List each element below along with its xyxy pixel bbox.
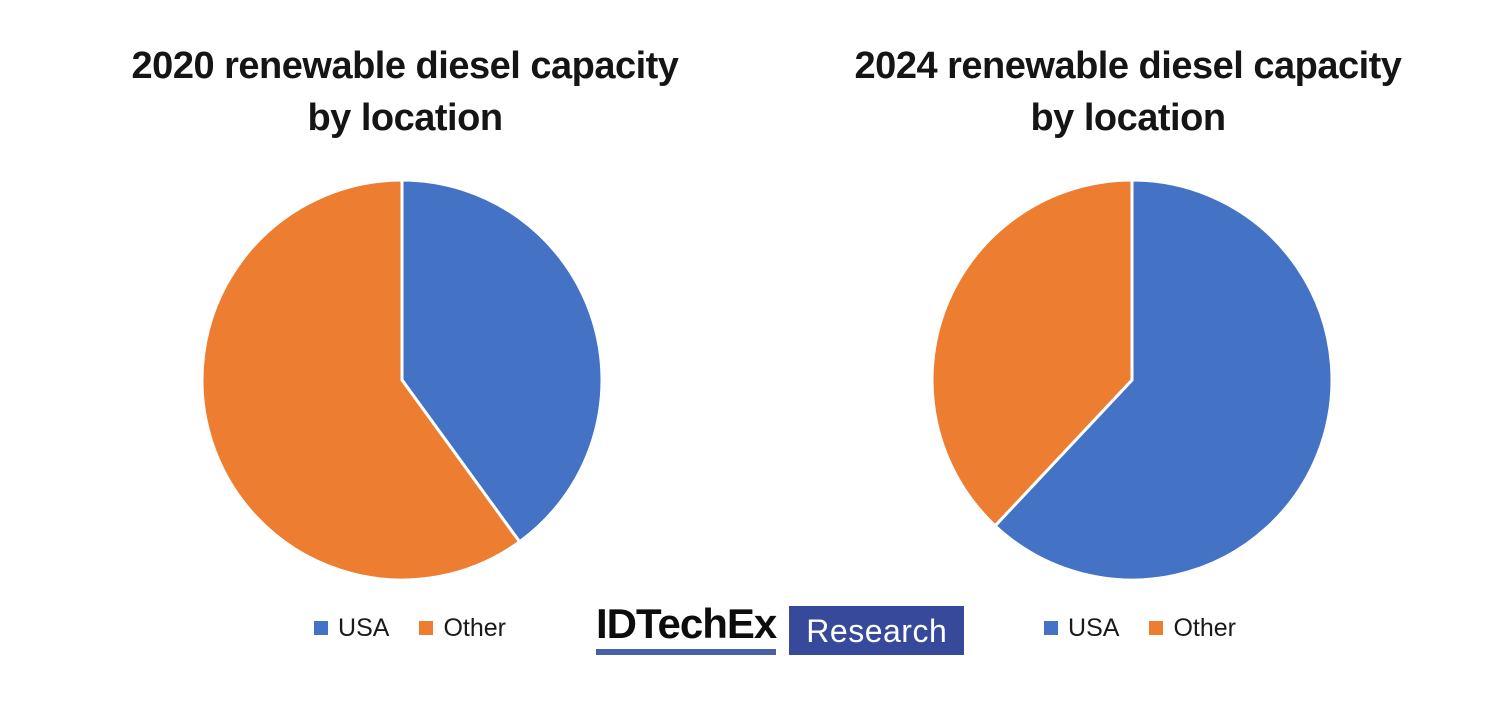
logo-underline-bar xyxy=(596,649,777,655)
chart-title-2020-line1: 2020 renewable diesel capacity xyxy=(131,45,679,87)
legend-swatch-other xyxy=(419,620,434,635)
legend-swatch-other xyxy=(1149,620,1164,635)
legend-item-other: Other xyxy=(419,614,506,641)
logo-research-box: Research xyxy=(789,606,965,655)
legend-item-usa: USA xyxy=(314,614,389,641)
logo-research-text: Research xyxy=(806,612,948,649)
legend-label-other: Other xyxy=(443,614,506,642)
legend-label-other: Other xyxy=(1173,614,1236,642)
chart-title-2024-line2: by location xyxy=(1030,97,1226,139)
legend-2024: USA Other xyxy=(840,614,1440,641)
pie-slice-usa xyxy=(400,178,604,544)
chart-title-2024: 2024 renewable diesel capacity by locati… xyxy=(828,40,1428,144)
pie-chart-2024 xyxy=(930,178,1334,582)
legend-item-other: Other xyxy=(1149,614,1236,641)
legend-item-usa: USA xyxy=(1044,614,1119,641)
legend-label-usa: USA xyxy=(1068,614,1120,642)
legend-swatch-usa xyxy=(1044,620,1059,635)
pie-slice-other xyxy=(200,178,522,582)
chart-title-2020: 2020 renewable diesel capacity by locati… xyxy=(105,40,705,144)
legend-swatch-usa xyxy=(314,620,329,635)
pie-slice-usa xyxy=(993,178,1334,582)
pie-slice-other xyxy=(930,178,1134,528)
chart-title-2024-line1: 2024 renewable diesel capacity xyxy=(854,45,1402,87)
chart-title-2020-line2: by location xyxy=(307,97,503,139)
legend-label-usa: USA xyxy=(338,614,390,642)
logo-brand-text: IDTechEx xyxy=(596,600,777,647)
pie-chart-2020 xyxy=(200,178,604,582)
logo-brand-block: IDTechEx xyxy=(596,600,777,655)
legend-2020: USA Other xyxy=(110,614,710,641)
idtechex-research-logo: IDTechEx Research xyxy=(596,600,965,655)
